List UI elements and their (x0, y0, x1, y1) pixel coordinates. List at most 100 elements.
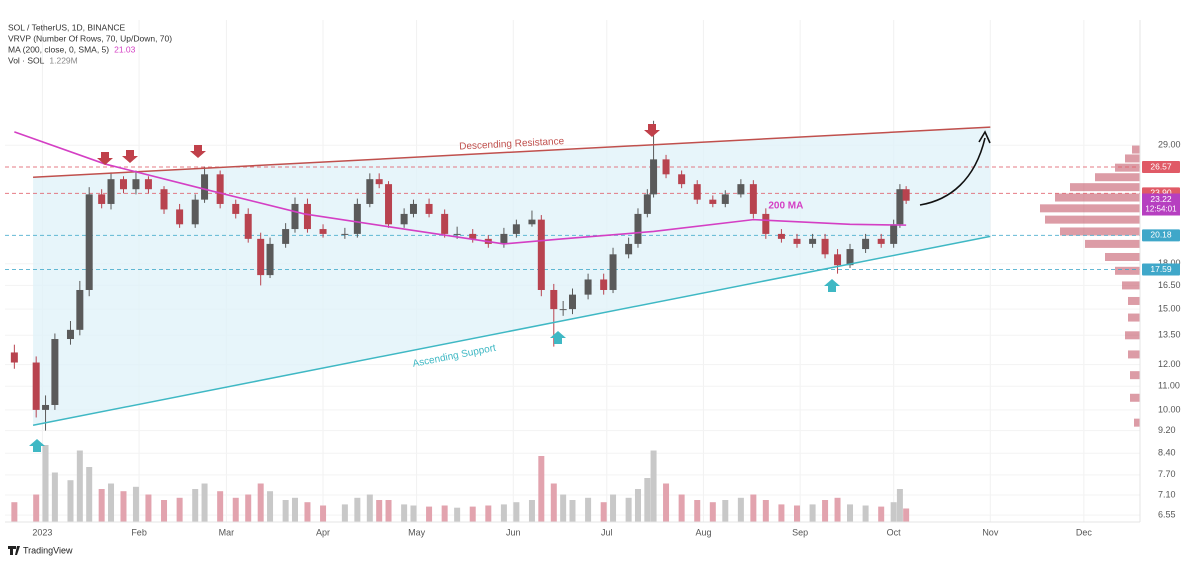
volume-bar (42, 445, 49, 522)
volume-bar (644, 478, 651, 522)
volume-bar (76, 450, 83, 522)
volume-bar (341, 504, 348, 522)
volume-bar (145, 494, 152, 522)
candle-body (353, 203, 361, 234)
up-arrow (824, 279, 840, 292)
profile-bar (1128, 350, 1140, 359)
profile-bar (1130, 393, 1140, 402)
trendline (32, 235, 991, 427)
volume (11, 445, 910, 522)
y-tick-label: 13.50 (1158, 330, 1181, 340)
candle-body (303, 203, 311, 230)
candle-body (319, 229, 327, 234)
candle-body (201, 174, 209, 200)
profile-bar (1115, 163, 1140, 172)
candle-body (600, 279, 608, 290)
candle-body (550, 289, 558, 310)
volume-value: 1.229M (49, 55, 77, 65)
y-tick-label: 15.00 (1158, 303, 1181, 313)
ma-label: 200 MA (768, 200, 803, 211)
candle-body (385, 184, 393, 225)
volume-bar (257, 483, 264, 522)
candle-body (634, 213, 642, 244)
candle-body (693, 184, 701, 200)
volume-bar (737, 497, 744, 522)
volume-bar (585, 497, 592, 522)
candle-body (846, 249, 854, 266)
candle-body (877, 238, 885, 244)
x-tick-label: May (408, 527, 426, 537)
volume-bar (762, 500, 769, 522)
volume-bar (538, 456, 545, 522)
volume-bar (385, 500, 392, 522)
y-tick-label: 8.40 (1158, 448, 1176, 458)
volume-bar (217, 491, 224, 522)
axes: 2023 Feb Mar Apr May Jun Jul Aug Sep Oct Nov Dec 29.… (32, 140, 1180, 538)
volume-bar (663, 483, 670, 522)
trendline (33, 126, 991, 178)
candle-body (834, 254, 842, 266)
down-arrow (97, 152, 113, 165)
volume-bar (469, 506, 476, 522)
volume-bar (67, 480, 74, 522)
x-tick-label: Aug (695, 527, 711, 537)
candle-body (282, 229, 290, 244)
volume-bar (822, 500, 829, 522)
volume-bar (834, 497, 841, 522)
y-tick-label: 10.00 (1158, 404, 1181, 414)
symbol-title: SOL / TetherUS, 1D, BINANCE (8, 22, 125, 32)
ma-value: 21.03 (114, 44, 136, 54)
candle-body (257, 238, 265, 276)
volume-bar (120, 491, 127, 522)
x-tick-label: Jun (506, 527, 521, 537)
up-arrow (29, 439, 45, 452)
volume-bar (890, 502, 897, 522)
volume-bar (709, 502, 716, 522)
volume-bar (694, 500, 701, 522)
candle-body (890, 224, 898, 244)
ma-line (14, 131, 907, 245)
profile-bar (1070, 183, 1140, 192)
x-tick-label: Nov (982, 527, 999, 537)
profile-bar (1060, 227, 1140, 236)
down-arrow (122, 150, 138, 163)
candle-body (400, 213, 408, 225)
candle-body (537, 219, 545, 290)
volume-bar (847, 504, 854, 522)
current-price-box (1142, 193, 1180, 216)
volume-bar (245, 494, 252, 522)
volume-bar (98, 489, 105, 522)
candle-body (191, 199, 199, 225)
volume-bar (778, 504, 785, 522)
candle-body (409, 203, 417, 214)
candle-body (662, 159, 670, 175)
volume-bar (11, 502, 18, 522)
price-line-label-box (1142, 263, 1180, 276)
candle-body (862, 238, 870, 250)
volume-bar (569, 500, 576, 522)
volume-bar (426, 506, 433, 522)
candle-body (132, 179, 140, 190)
volume-bar (750, 494, 757, 522)
profile-bar (1040, 204, 1140, 213)
volume-bar (650, 450, 657, 522)
candle-body (98, 194, 106, 204)
projection-arrow (919, 137, 986, 206)
y-tick-label: 9.20 (1158, 425, 1176, 435)
projection-arrowhead (978, 130, 991, 144)
current-price: 23.22 (1150, 194, 1172, 204)
candle-body (232, 203, 240, 214)
volume-bar (809, 504, 816, 522)
candle-body (32, 362, 40, 410)
candle-body (709, 199, 717, 204)
x-tick-label: Apr (316, 527, 330, 537)
candle-body (643, 194, 651, 214)
profile-bar (1095, 173, 1140, 182)
candle-body (42, 404, 50, 410)
candle-body (366, 179, 374, 204)
profile-bar (1125, 154, 1140, 163)
arrows (29, 124, 991, 452)
price-line-label: 23.90 (1150, 188, 1172, 198)
y-tick-label: 7.70 (1158, 469, 1176, 479)
